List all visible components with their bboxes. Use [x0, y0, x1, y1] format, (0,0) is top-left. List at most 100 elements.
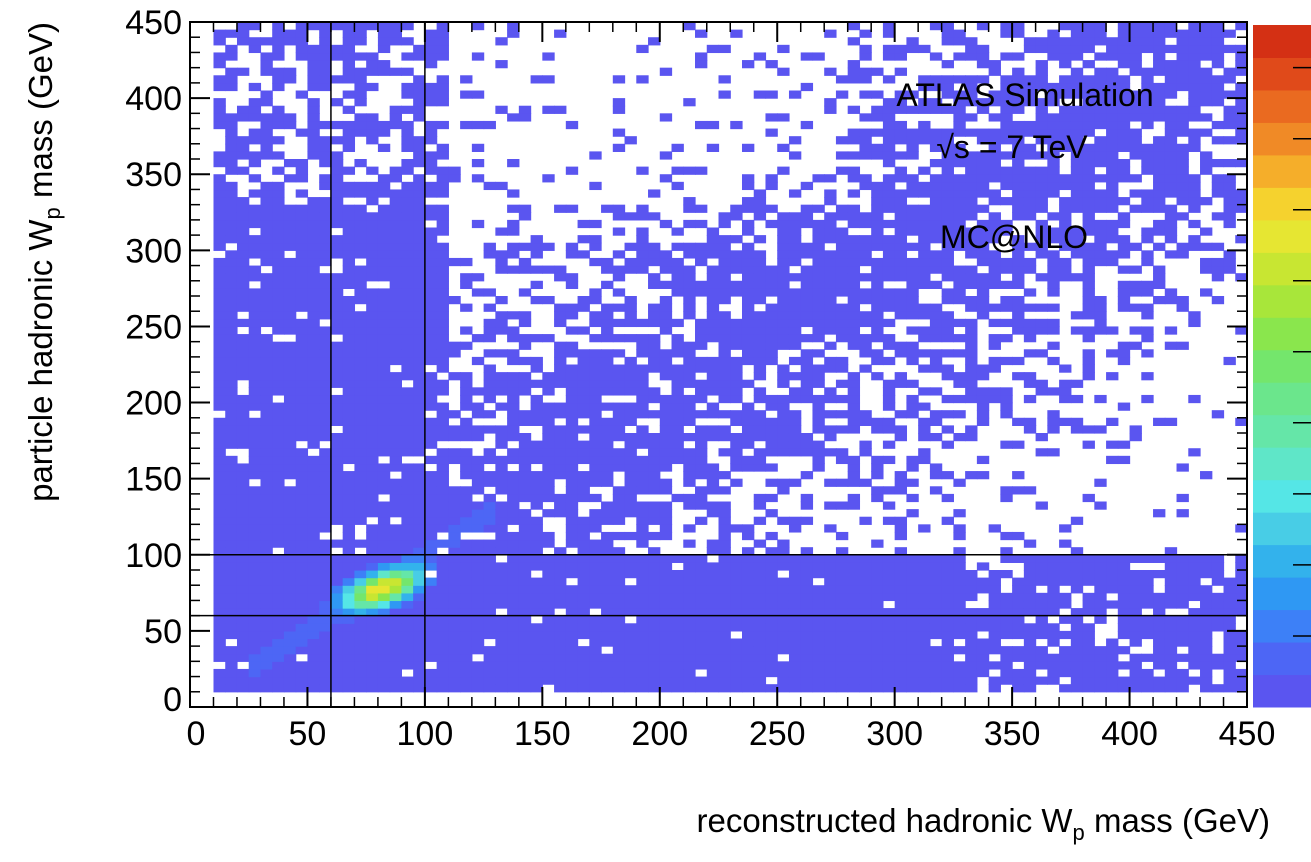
heatmap-cell — [342, 341, 356, 350]
heatmap-cell — [976, 159, 990, 168]
heatmap-cell — [260, 181, 273, 191]
heatmap-cell — [436, 250, 449, 259]
heatmap-cell — [800, 501, 814, 510]
heatmap-cell — [835, 585, 849, 594]
heatmap-cell — [988, 387, 1001, 396]
heatmap-cell — [1012, 197, 1025, 206]
heatmap-cell — [518, 509, 532, 518]
heatmap-cell — [401, 90, 414, 99]
heatmap-cell — [283, 402, 297, 411]
heatmap-cell — [389, 623, 402, 632]
heatmap-cell — [601, 623, 614, 632]
heatmap-cell — [319, 433, 332, 442]
heatmap-cell — [260, 501, 273, 510]
heatmap-cell — [307, 364, 320, 373]
heatmap-cell — [812, 265, 825, 274]
heatmap-cell — [319, 341, 332, 350]
heatmap-cell — [460, 516, 473, 525]
heatmap-cell — [413, 387, 426, 396]
heatmap-cell — [777, 516, 790, 525]
heatmap-cell — [730, 364, 743, 373]
heatmap-cell — [753, 288, 767, 297]
heatmap-cell — [965, 235, 978, 244]
heatmap-cell — [741, 417, 755, 426]
heatmap-cell — [436, 433, 449, 442]
heatmap-cell — [1000, 113, 1013, 122]
heatmap-cell — [1000, 29, 1013, 38]
heatmap-cell — [413, 478, 426, 487]
heatmap-cell — [1117, 585, 1131, 594]
heatmap-cell — [1235, 653, 1248, 662]
heatmap-cell — [1129, 288, 1142, 297]
heatmap-cell — [718, 341, 731, 350]
heatmap-cell — [636, 394, 649, 404]
heatmap-cell — [330, 120, 344, 130]
heatmap-cell — [413, 653, 426, 662]
heatmap-cell — [389, 67, 402, 76]
heatmap-cell — [518, 113, 532, 122]
heatmap-cell — [988, 364, 1001, 373]
heatmap-cell — [812, 440, 825, 449]
heatmap-cell — [882, 22, 896, 31]
heatmap-cell — [260, 67, 273, 76]
heatmap-cell — [741, 570, 755, 579]
heatmap-cell — [1211, 570, 1225, 579]
heatmap-cell — [413, 181, 426, 191]
heatmap-cell — [1211, 60, 1225, 69]
heatmap-cell — [589, 219, 602, 229]
heatmap-cell — [929, 600, 943, 609]
heatmap-cell — [283, 235, 297, 244]
heatmap-cell — [554, 577, 567, 586]
heatmap-cell — [248, 577, 262, 586]
heatmap-cell — [225, 159, 238, 168]
heatmap-cell — [1047, 52, 1060, 61]
heatmap-cell — [354, 684, 367, 693]
heatmap-cell — [495, 433, 508, 442]
heatmap-cell — [1223, 197, 1236, 206]
heatmap-cell — [248, 615, 262, 624]
heatmap-cell — [612, 501, 626, 510]
heatmap-cell — [413, 52, 426, 61]
heatmap-cell — [882, 151, 896, 160]
heatmap-cell — [1106, 113, 1119, 122]
heatmap-cell — [213, 455, 226, 465]
heatmap-cell — [929, 349, 943, 358]
heatmap-cell — [612, 653, 626, 662]
heatmap-cell — [695, 425, 708, 434]
heatmap-cell — [1094, 562, 1107, 571]
heatmap-cell — [213, 219, 226, 229]
heatmap-cell — [471, 577, 485, 586]
heatmap-cell — [530, 471, 543, 480]
heatmap-cell — [824, 364, 837, 373]
heatmap-cell — [225, 257, 238, 267]
heatmap-cell — [377, 653, 391, 662]
heatmap-cell — [847, 410, 861, 419]
heatmap-cell — [589, 356, 602, 366]
heatmap-cell — [871, 570, 884, 579]
heatmap-cell — [730, 356, 743, 366]
heatmap-cell — [871, 288, 884, 297]
heatmap-cell — [483, 478, 496, 487]
heatmap-cell — [1176, 44, 1189, 54]
heatmap-cell — [730, 204, 743, 213]
heatmap-cell — [918, 136, 931, 145]
heatmap-cell — [871, 486, 884, 495]
heatmap-cell — [436, 212, 449, 221]
heatmap-cell — [965, 52, 978, 61]
heatmap-cell — [542, 402, 555, 411]
heatmap-cell — [518, 212, 532, 221]
heatmap-cell — [1176, 60, 1189, 69]
heatmap-cell — [413, 174, 426, 183]
heatmap-cell — [319, 463, 332, 472]
heatmap-cell — [236, 600, 250, 609]
heatmap-cell — [706, 509, 720, 518]
heatmap-cell — [213, 501, 226, 510]
heatmap-cell — [260, 486, 273, 495]
heatmap-cell — [777, 242, 790, 251]
heatmap-cell — [413, 676, 426, 685]
heatmap-cell — [706, 318, 720, 328]
heatmap-cell — [589, 524, 602, 533]
heatmap-cell — [1000, 90, 1013, 99]
heatmap-cell — [565, 372, 579, 381]
heatmap-cell — [507, 653, 520, 662]
